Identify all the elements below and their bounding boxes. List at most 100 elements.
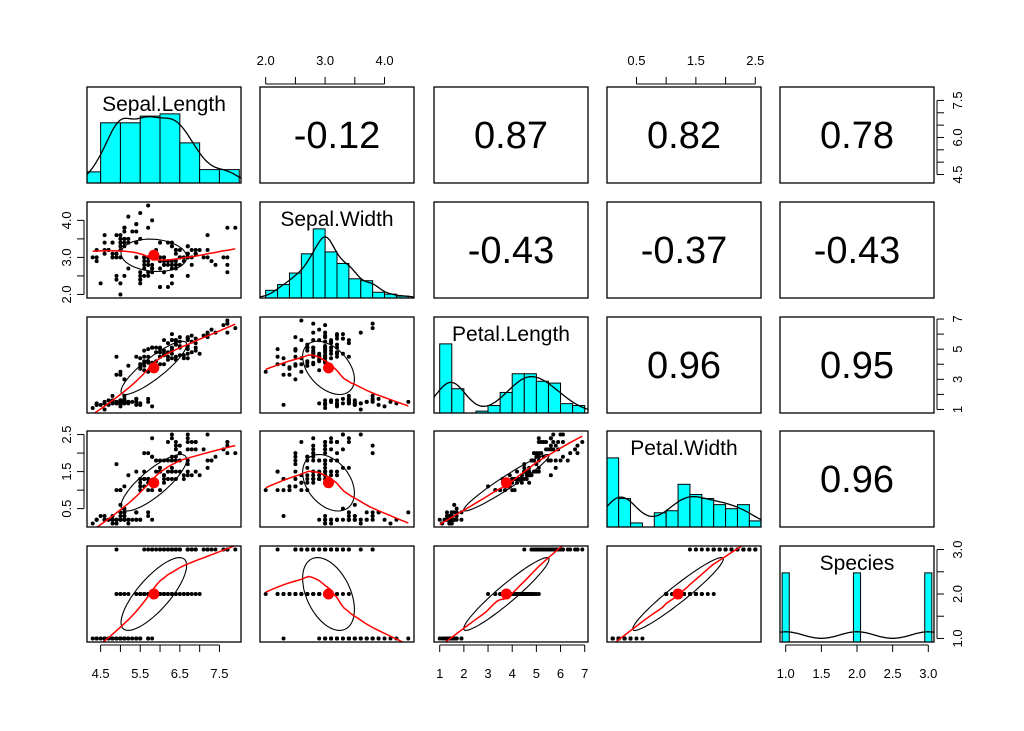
data-point: [323, 458, 328, 463]
data-point: [165, 458, 170, 463]
data-point: [370, 636, 375, 641]
data-point: [529, 473, 534, 478]
data-point: [335, 336, 339, 341]
data-point: [102, 407, 107, 412]
data-point: [130, 636, 135, 641]
panel-r5-c3: [433, 545, 589, 643]
data-point: [376, 636, 381, 641]
histogram-bar: [725, 508, 738, 527]
data-point: [287, 592, 292, 596]
data-point: [323, 443, 328, 448]
data-point: [201, 255, 206, 260]
data-point: [138, 636, 143, 641]
data-point: [122, 517, 127, 522]
data-point: [114, 636, 119, 641]
data-point: [370, 510, 375, 515]
data-point: [110, 393, 115, 398]
data-point: [544, 439, 549, 444]
data-point: [299, 318, 304, 323]
data-point: [134, 222, 139, 227]
data-point: [358, 517, 363, 522]
data-point: [293, 547, 298, 552]
data-point: [185, 462, 190, 467]
density-curve: [87, 116, 241, 179]
data-point: [263, 488, 268, 493]
data-point: [193, 341, 198, 346]
data-point: [317, 636, 322, 641]
data-point: [346, 436, 351, 441]
data-point: [118, 240, 123, 245]
data-point: [287, 488, 292, 493]
data-point: [181, 592, 186, 596]
data-point: [169, 436, 174, 441]
data-point: [201, 447, 206, 452]
data-point: [323, 398, 328, 403]
histogram-bar: [630, 522, 643, 527]
data-point: [370, 326, 375, 331]
axis-bottom-Species: 1.0 1.5 2.0 2.5 3.0: [777, 644, 937, 681]
data-point: [340, 465, 345, 470]
histogram-bar: [701, 498, 715, 527]
data-point: [335, 350, 339, 355]
data-point: [329, 458, 334, 463]
data-point: [94, 255, 99, 260]
tick-label: 4.5: [92, 666, 110, 681]
data-point: [539, 439, 544, 444]
data-point: [335, 333, 339, 338]
data-point: [130, 399, 135, 404]
data-point: [189, 439, 194, 444]
data-point: [126, 363, 131, 368]
data-point: [197, 248, 202, 252]
data-point: [205, 255, 210, 260]
tick-label: 7: [950, 315, 965, 322]
data-point: [154, 469, 159, 474]
data-point: [134, 396, 139, 401]
data-point: [181, 356, 186, 361]
histogram-bar: [499, 391, 513, 413]
data-point: [118, 488, 123, 493]
data-point: [352, 398, 357, 403]
data-point: [352, 514, 357, 519]
data-point: [165, 262, 170, 267]
data-point: [134, 354, 139, 359]
data-point: [305, 363, 310, 368]
data-point: [158, 488, 163, 493]
data-point: [548, 443, 553, 448]
correlation-value: -0.12: [294, 115, 381, 157]
panel-frame: [433, 201, 589, 299]
data-point: [293, 377, 298, 382]
data-point: [90, 521, 95, 526]
data-point: [346, 399, 351, 404]
data-point: [150, 454, 155, 459]
data-point: [329, 447, 334, 452]
data-point: [114, 401, 119, 406]
data-point: [173, 251, 178, 256]
data-point: [142, 255, 147, 260]
data-point: [146, 273, 151, 278]
data-point: [705, 547, 710, 552]
data-point: [173, 248, 178, 252]
data-point: [169, 465, 174, 470]
data-point: [575, 451, 580, 456]
data-point: [193, 248, 198, 252]
data-point: [225, 262, 230, 267]
data-point: [449, 510, 454, 515]
data-point: [169, 547, 174, 552]
data-point: [146, 488, 151, 493]
data-point: [114, 277, 119, 282]
data-point: [205, 233, 210, 238]
data-point: [323, 350, 328, 355]
correlation-ellipse: [463, 557, 550, 631]
histogram-bar: [689, 493, 703, 527]
data-point: [114, 354, 119, 359]
data-point: [169, 281, 174, 286]
data-point: [370, 547, 375, 552]
data-point: [352, 402, 357, 407]
data-point: [150, 218, 155, 223]
correlation-value: 0.87: [474, 115, 548, 157]
data-point: [335, 342, 339, 347]
data-point: [370, 393, 375, 398]
tick-label: 1: [436, 666, 443, 681]
data-point: [150, 266, 155, 271]
